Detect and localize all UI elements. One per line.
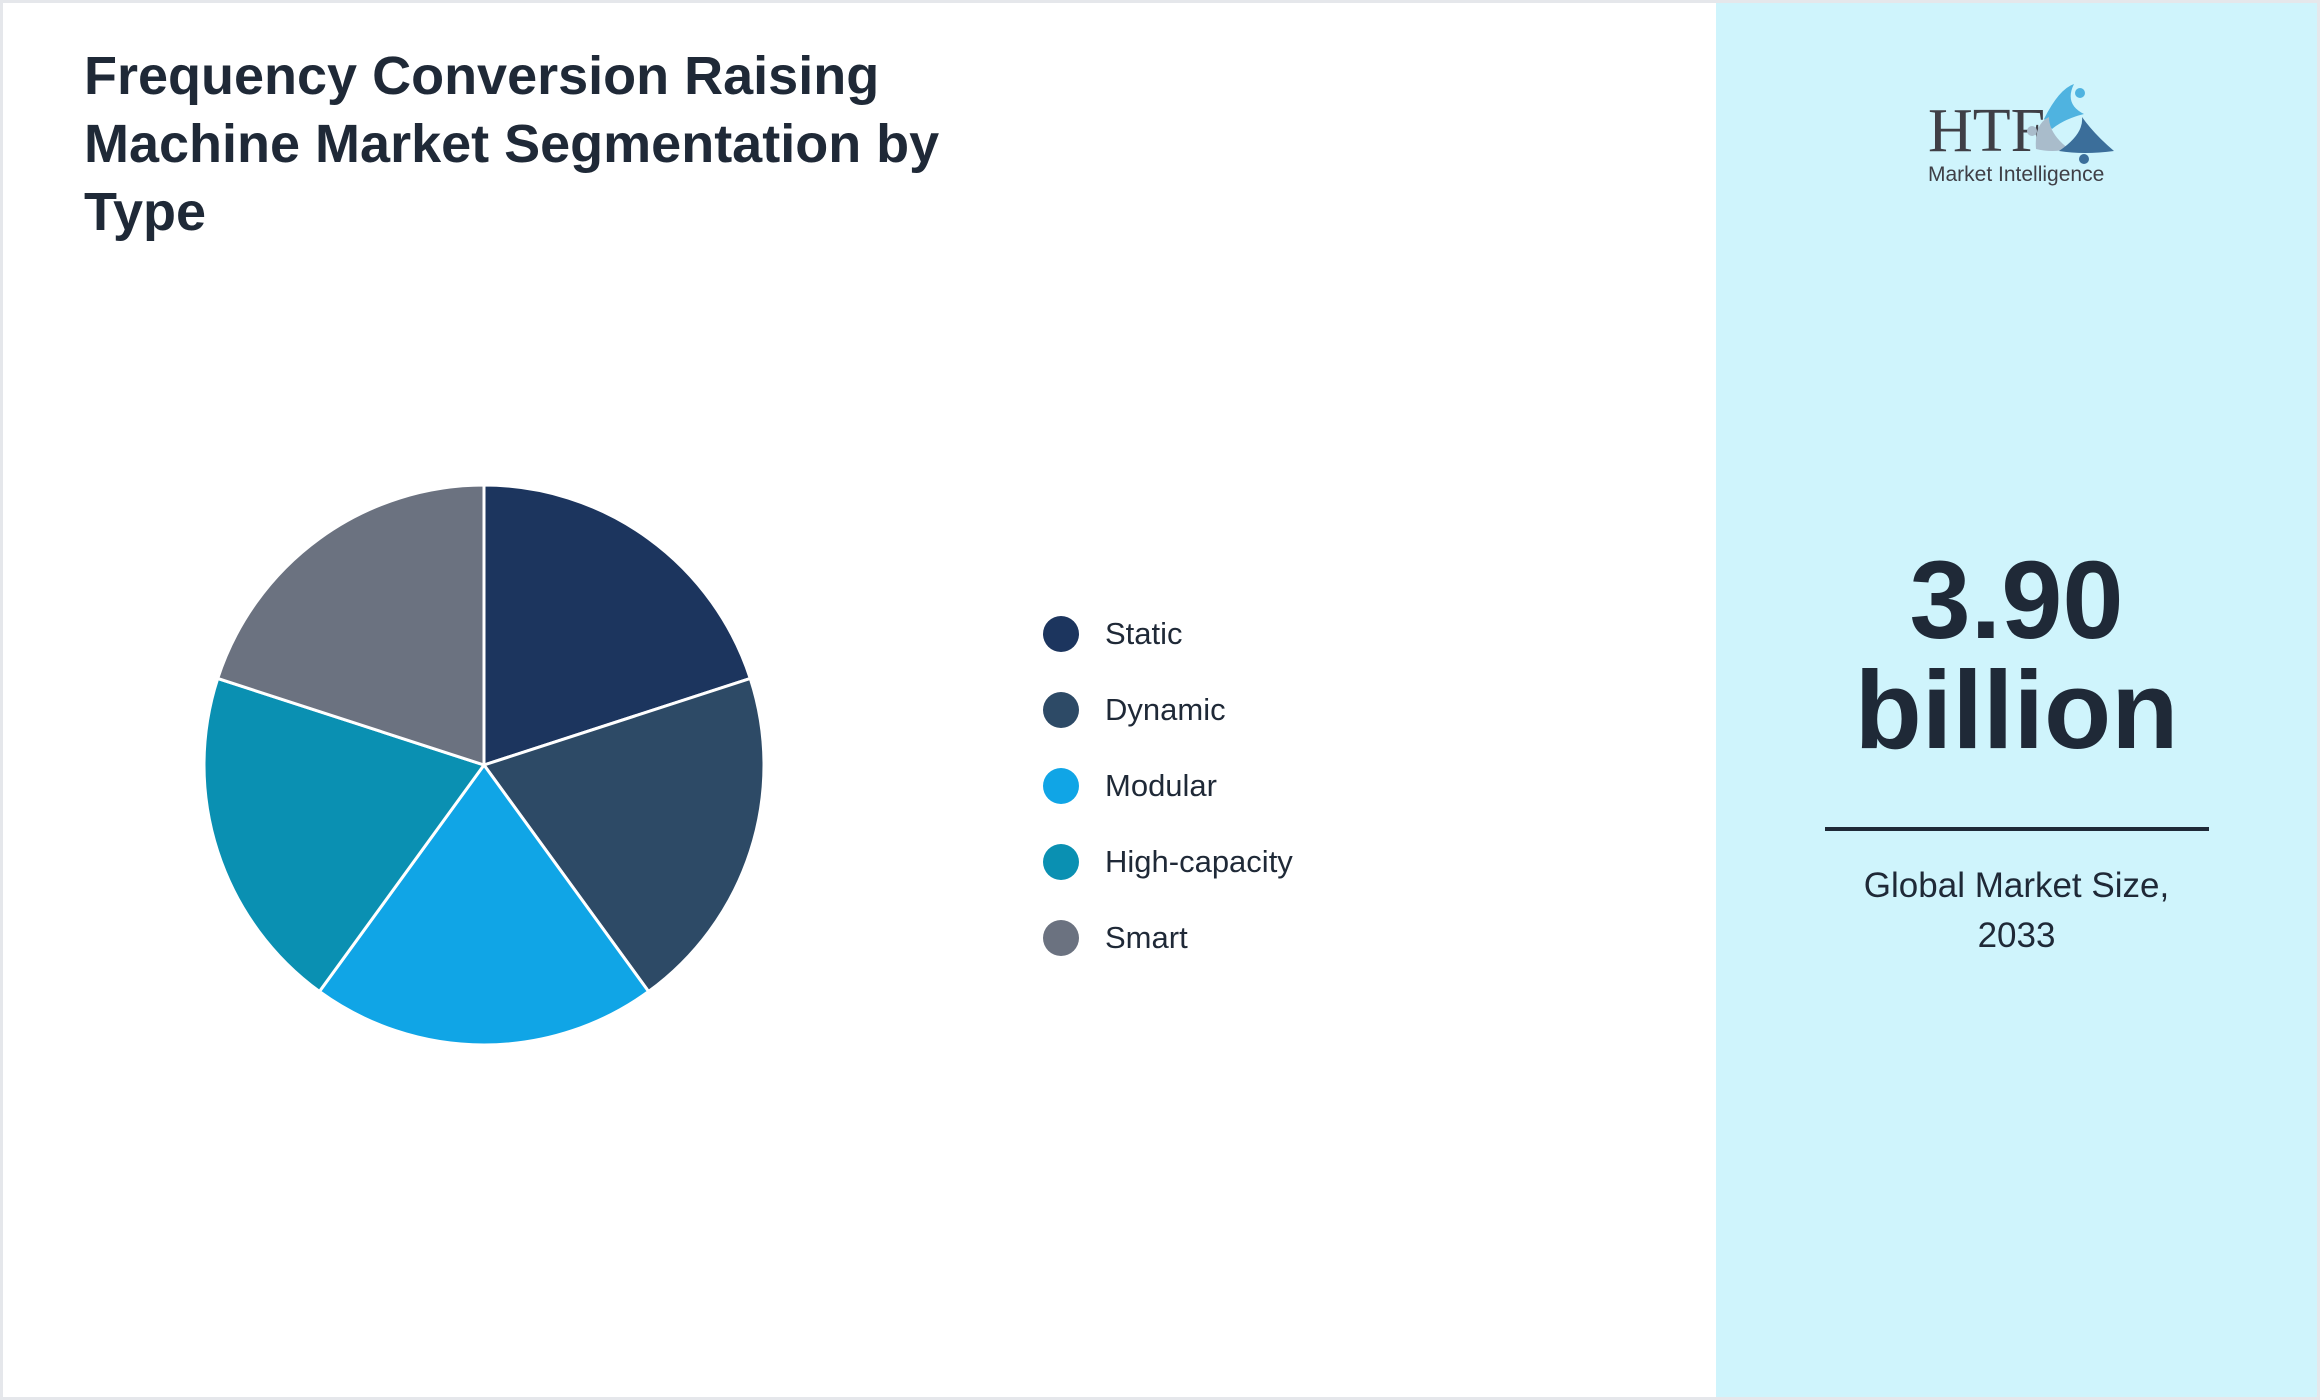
pie-slice-dynamic xyxy=(481,676,766,994)
legend-item-modular: Modular xyxy=(1043,748,1293,824)
legend-item-static: Static xyxy=(1043,596,1293,672)
legend-dot xyxy=(1043,768,1079,804)
legend-item-dynamic: Dynamic xyxy=(1043,672,1293,748)
legend-dot xyxy=(1043,920,1079,956)
svg-text:Market Intelligence: Market Intelligence xyxy=(1928,163,2104,186)
market-size-number: 3.90 xyxy=(1909,539,2124,662)
svg-text:HTF: HTF xyxy=(1928,97,2045,165)
pie-slice-smart xyxy=(215,483,486,768)
legend-dot xyxy=(1043,692,1079,728)
legend: Static Dynamic Modular High-capacity Sma… xyxy=(1043,596,1293,976)
legend-label: Dynamic xyxy=(1105,692,1226,727)
caption-line-1: Global Market Size, xyxy=(1863,866,2170,905)
chart-title: Frequency Conversion Raising Machine Mar… xyxy=(84,46,940,242)
legend-item-smart: Smart xyxy=(1043,900,1293,976)
htf-logo: HTF Market Intelligence xyxy=(1928,84,2114,186)
legend-label: Static xyxy=(1105,616,1183,651)
divider xyxy=(1825,827,2209,831)
market-size-panel: HTF Market Intelligence 3.90 billion Glo… xyxy=(1716,3,2317,1397)
legend-dot xyxy=(1043,844,1079,880)
legend-label: Smart xyxy=(1105,920,1188,955)
market-size-unit: billion xyxy=(1854,649,2179,772)
caption-line-2: 2033 xyxy=(1977,916,2056,955)
legend-label: High-capacity xyxy=(1105,844,1293,879)
legend-dot xyxy=(1043,616,1079,652)
pie-slice-high-capacity xyxy=(202,676,487,994)
pie-slice-modular xyxy=(317,762,651,1047)
legend-item-high-capacity: High-capacity xyxy=(1043,824,1293,900)
legend-label: Modular xyxy=(1105,768,1217,803)
pie-chart xyxy=(202,483,766,1047)
pie-slice-static xyxy=(482,483,753,768)
market-size-caption: Global Market Size, 2033 xyxy=(1716,861,2317,961)
